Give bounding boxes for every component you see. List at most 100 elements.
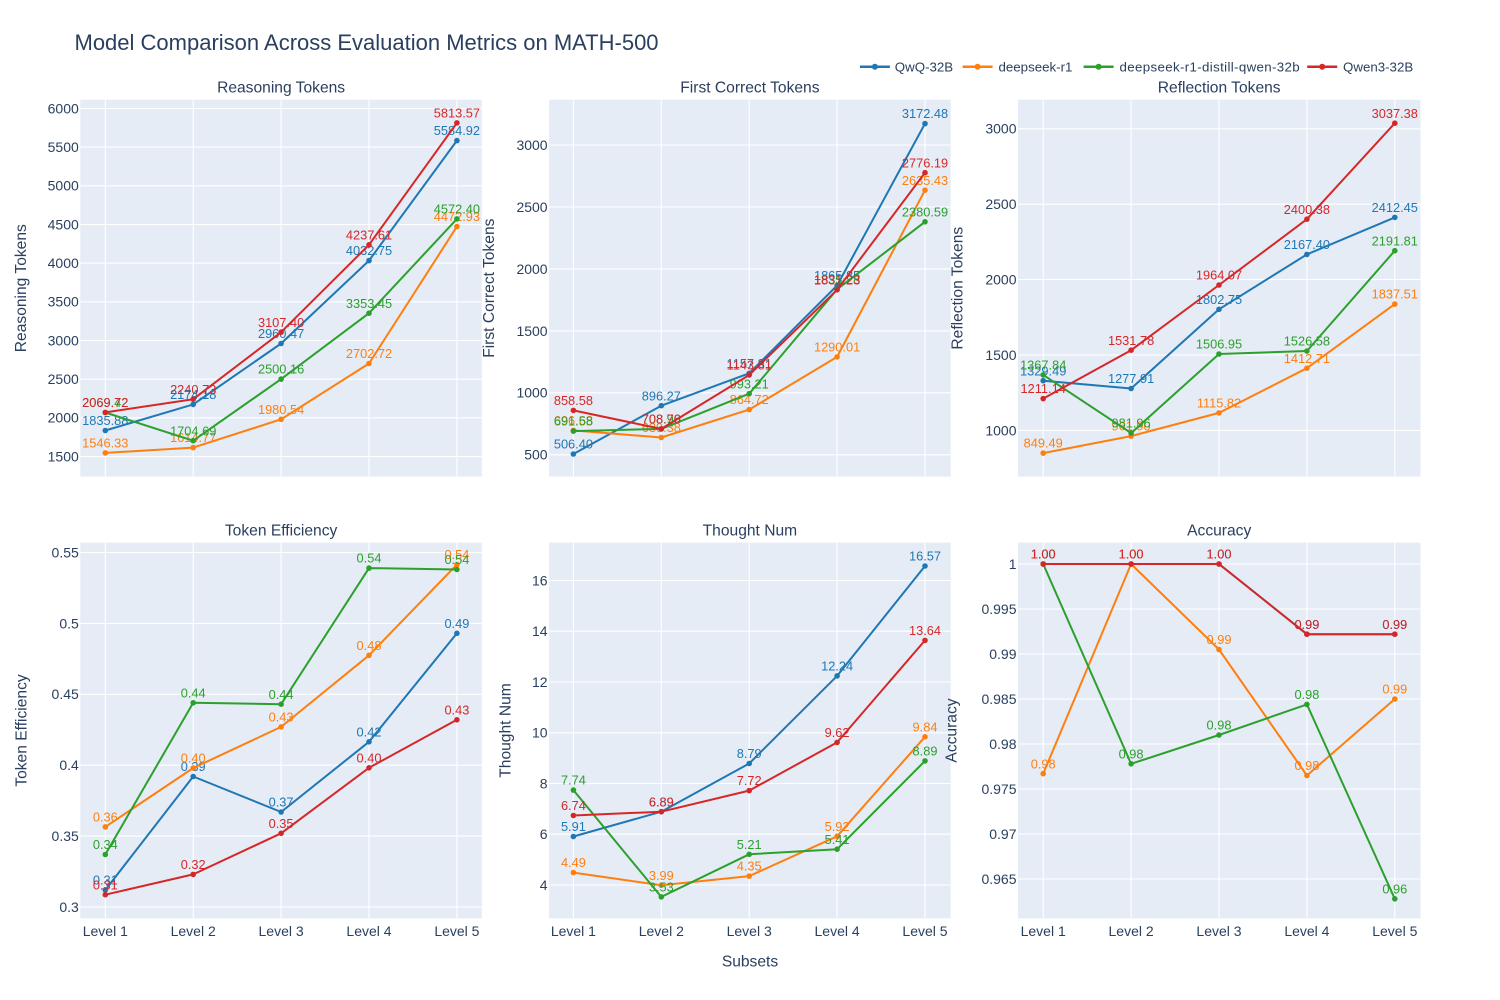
svg-text:0.45: 0.45 <box>52 686 79 702</box>
svg-text:First Correct Tokens: First Correct Tokens <box>481 218 498 357</box>
svg-text:12: 12 <box>532 674 548 690</box>
svg-text:Level 1: Level 1 <box>83 923 128 939</box>
svg-text:0.99: 0.99 <box>989 646 1016 662</box>
svg-text:5.21: 5.21 <box>737 837 762 852</box>
svg-text:1.00: 1.00 <box>1119 547 1144 562</box>
svg-text:0.31: 0.31 <box>93 877 118 892</box>
svg-text:Accuracy: Accuracy <box>944 698 961 762</box>
svg-text:2069.72: 2069.72 <box>82 395 128 410</box>
svg-text:3000: 3000 <box>985 121 1016 137</box>
svg-text:1290.01: 1290.01 <box>814 340 860 355</box>
svg-text:3037.38: 3037.38 <box>1372 106 1418 121</box>
svg-text:0.98: 0.98 <box>989 736 1016 752</box>
svg-text:2702.72: 2702.72 <box>346 346 392 361</box>
svg-text:500: 500 <box>524 447 548 463</box>
svg-text:0.98: 0.98 <box>1294 758 1319 773</box>
svg-text:4.49: 4.49 <box>561 855 586 870</box>
svg-text:Reflection Tokens: Reflection Tokens <box>950 227 967 350</box>
svg-text:696.68: 696.68 <box>554 413 593 428</box>
svg-text:0.98: 0.98 <box>1031 756 1056 771</box>
svg-text:0.975: 0.975 <box>981 781 1016 797</box>
svg-text:3107.40: 3107.40 <box>258 315 304 330</box>
svg-text:0.44: 0.44 <box>181 685 206 700</box>
svg-text:2167.40: 2167.40 <box>1284 237 1330 252</box>
svg-text:Model Comparison Across Evalua: Model Comparison Across Evaluation Metri… <box>75 30 659 55</box>
svg-text:1.00: 1.00 <box>1119 547 1144 562</box>
svg-text:8.79: 8.79 <box>737 746 762 761</box>
svg-text:0.99: 0.99 <box>1382 682 1407 697</box>
svg-text:4500: 4500 <box>48 216 79 232</box>
svg-text:1.00: 1.00 <box>1031 547 1056 562</box>
svg-text:5813.57: 5813.57 <box>434 106 480 121</box>
svg-text:849.49: 849.49 <box>1024 436 1063 451</box>
svg-text:0.97: 0.97 <box>989 826 1016 842</box>
svg-text:1412.71: 1412.71 <box>1284 351 1330 366</box>
svg-text:QwQ-32B: QwQ-32B <box>895 59 954 74</box>
svg-text:14: 14 <box>532 623 548 639</box>
svg-text:2191.81: 2191.81 <box>1372 233 1418 248</box>
svg-text:Level 5: Level 5 <box>902 923 947 939</box>
svg-text:858.58: 858.58 <box>554 393 593 408</box>
svg-text:1526.58: 1526.58 <box>1284 334 1330 349</box>
svg-text:0.98: 0.98 <box>1207 718 1232 733</box>
svg-text:0.98: 0.98 <box>1119 746 1144 761</box>
svg-text:First Correct Tokens: First Correct Tokens <box>680 80 819 97</box>
svg-text:6: 6 <box>540 826 548 842</box>
svg-text:1367.84: 1367.84 <box>1020 358 1066 373</box>
svg-text:4237.61: 4237.61 <box>346 227 392 242</box>
svg-text:Level 3: Level 3 <box>1196 923 1241 939</box>
svg-text:1500: 1500 <box>985 347 1016 363</box>
svg-text:2400.38: 2400.38 <box>1284 202 1330 217</box>
svg-text:Thought Num: Thought Num <box>703 522 797 539</box>
svg-text:0.31: 0.31 <box>93 873 118 888</box>
svg-text:1115.82: 1115.82 <box>1197 396 1241 411</box>
svg-text:7.72: 7.72 <box>737 773 762 788</box>
svg-text:0.98: 0.98 <box>1294 687 1319 702</box>
svg-text:5.91: 5.91 <box>561 819 586 834</box>
svg-text:0.99: 0.99 <box>1382 617 1407 632</box>
svg-text:1.00: 1.00 <box>1031 547 1056 562</box>
svg-text:1835.88: 1835.88 <box>82 413 128 428</box>
svg-text:961.90: 961.90 <box>1112 419 1151 434</box>
svg-text:981.96: 981.96 <box>1112 416 1151 431</box>
svg-text:10: 10 <box>532 725 548 741</box>
svg-text:5.92: 5.92 <box>825 819 850 834</box>
svg-text:3000: 3000 <box>48 332 79 348</box>
svg-text:0.44: 0.44 <box>269 687 294 702</box>
svg-text:1.00: 1.00 <box>1031 547 1056 562</box>
svg-text:1.00: 1.00 <box>1207 547 1232 562</box>
svg-text:0.48: 0.48 <box>357 638 382 653</box>
svg-text:0.985: 0.985 <box>981 691 1016 707</box>
svg-text:0.54: 0.54 <box>444 552 469 567</box>
svg-text:0.40: 0.40 <box>181 751 206 766</box>
svg-text:3353.45: 3353.45 <box>346 296 392 311</box>
svg-text:6.89: 6.89 <box>649 794 674 809</box>
svg-text:deepseek-r1-distill-qwen-32b: deepseek-r1-distill-qwen-32b <box>1120 59 1301 74</box>
svg-text:Reasoning Tokens: Reasoning Tokens <box>13 224 30 352</box>
svg-text:Level 3: Level 3 <box>259 923 304 939</box>
svg-text:Qwen3-32B: Qwen3-32B <box>1343 59 1413 74</box>
svg-text:0.42: 0.42 <box>357 724 382 739</box>
svg-text:2000: 2000 <box>516 261 547 277</box>
svg-text:0.35: 0.35 <box>52 828 79 844</box>
svg-text:5.41: 5.41 <box>825 832 850 847</box>
svg-text:3.53: 3.53 <box>649 880 674 895</box>
svg-text:2500: 2500 <box>48 371 79 387</box>
svg-text:864.72: 864.72 <box>730 392 769 407</box>
svg-text:2000: 2000 <box>985 272 1016 288</box>
svg-text:Level 5: Level 5 <box>434 923 479 939</box>
svg-text:1500: 1500 <box>516 323 547 339</box>
svg-text:506.40: 506.40 <box>554 437 593 452</box>
svg-text:0.5: 0.5 <box>59 615 79 631</box>
svg-text:Level 1: Level 1 <box>551 923 596 939</box>
svg-text:3172.48: 3172.48 <box>902 106 948 121</box>
svg-text:0.965: 0.965 <box>981 871 1016 887</box>
svg-text:691.58: 691.58 <box>554 414 593 429</box>
svg-text:0.32: 0.32 <box>181 857 206 872</box>
svg-text:Accuracy: Accuracy <box>1187 522 1251 539</box>
svg-text:1704.69: 1704.69 <box>170 423 216 438</box>
svg-text:2412.45: 2412.45 <box>1372 200 1418 215</box>
svg-text:1980.54: 1980.54 <box>258 402 304 417</box>
svg-text:Level 5: Level 5 <box>1372 923 1417 939</box>
svg-text:2069.42: 2069.42 <box>82 395 128 410</box>
